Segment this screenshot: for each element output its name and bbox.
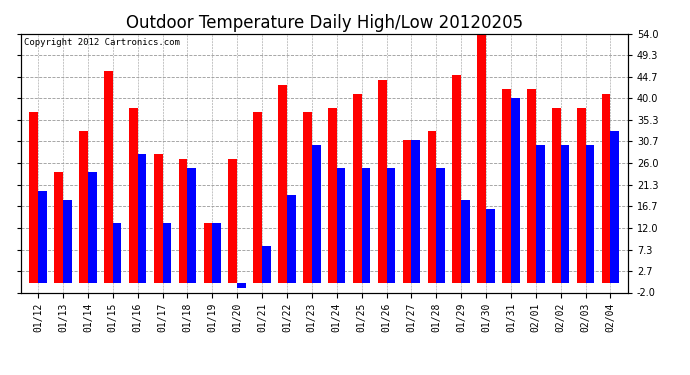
Bar bbox=[502, 89, 511, 283]
Bar bbox=[278, 85, 287, 283]
Bar bbox=[237, 283, 246, 288]
Bar bbox=[55, 172, 63, 283]
Bar bbox=[287, 195, 296, 283]
Bar bbox=[112, 223, 121, 283]
Bar bbox=[486, 209, 495, 283]
Bar bbox=[527, 89, 536, 283]
Bar bbox=[386, 168, 395, 283]
Bar bbox=[536, 145, 544, 283]
Bar bbox=[30, 112, 38, 283]
Bar bbox=[38, 191, 47, 283]
Bar bbox=[138, 154, 146, 283]
Bar bbox=[378, 80, 386, 283]
Bar bbox=[511, 99, 520, 283]
Bar bbox=[328, 108, 337, 283]
Bar bbox=[253, 112, 262, 283]
Bar bbox=[179, 159, 188, 283]
Bar bbox=[163, 223, 171, 283]
Bar bbox=[337, 168, 346, 283]
Bar bbox=[129, 108, 138, 283]
Bar bbox=[353, 94, 362, 283]
Text: Copyright 2012 Cartronics.com: Copyright 2012 Cartronics.com bbox=[23, 38, 179, 46]
Bar bbox=[154, 154, 163, 283]
Bar bbox=[436, 168, 445, 283]
Bar bbox=[362, 168, 371, 283]
Bar bbox=[552, 108, 561, 283]
Bar bbox=[586, 145, 594, 283]
Bar bbox=[477, 34, 486, 283]
Bar bbox=[611, 131, 619, 283]
Bar bbox=[411, 140, 420, 283]
Bar bbox=[213, 223, 221, 283]
Bar bbox=[312, 145, 321, 283]
Bar bbox=[577, 108, 586, 283]
Bar bbox=[602, 94, 611, 283]
Bar bbox=[79, 131, 88, 283]
Bar bbox=[303, 112, 312, 283]
Bar bbox=[204, 223, 213, 283]
Bar bbox=[104, 71, 112, 283]
Bar bbox=[188, 168, 196, 283]
Title: Outdoor Temperature Daily High/Low 20120205: Outdoor Temperature Daily High/Low 20120… bbox=[126, 14, 523, 32]
Bar bbox=[453, 75, 461, 283]
Bar bbox=[461, 200, 470, 283]
Bar bbox=[63, 200, 72, 283]
Bar bbox=[228, 159, 237, 283]
Bar bbox=[561, 145, 569, 283]
Bar bbox=[428, 131, 436, 283]
Bar bbox=[262, 246, 270, 283]
Bar bbox=[88, 172, 97, 283]
Bar bbox=[403, 140, 411, 283]
